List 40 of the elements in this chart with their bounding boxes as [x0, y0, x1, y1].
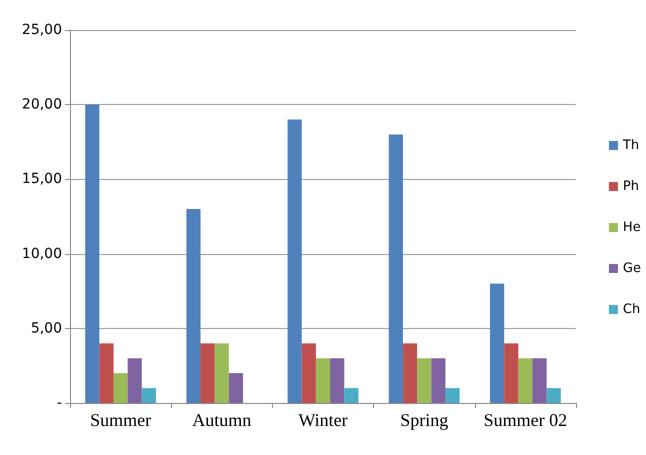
bar: [128, 358, 142, 403]
x-tick-label: Summer: [90, 410, 152, 430]
y-tick-label: 25,00: [22, 22, 62, 38]
x-tick-label: Winter: [298, 410, 348, 430]
bar: [504, 343, 518, 403]
bar: [99, 343, 114, 403]
legend-label: Ph: [622, 179, 640, 194]
bar: [330, 358, 344, 403]
bar: [388, 134, 403, 403]
x-tick-label: Summer 02: [484, 410, 568, 430]
legend-label: Ch: [622, 302, 640, 317]
bar: [142, 388, 156, 403]
bar: [344, 388, 358, 403]
y-tick-label: -: [56, 395, 62, 411]
bar: [214, 343, 229, 403]
bar: [288, 120, 302, 403]
bar: [431, 358, 446, 403]
x-tick-label: Autumn: [192, 410, 252, 430]
bar: [417, 358, 432, 403]
bar: [518, 358, 532, 403]
x-tick-label: Spring: [400, 410, 448, 430]
legend-label: He: [622, 220, 641, 235]
bar: [532, 358, 547, 403]
bar: [546, 388, 561, 403]
bar: [85, 104, 100, 403]
y-tick-label: 5,00: [30, 320, 62, 336]
bar: [445, 388, 460, 403]
bar: [228, 373, 244, 403]
legend-label: Ge: [622, 261, 642, 276]
bar: [186, 209, 201, 403]
bar: [402, 343, 418, 403]
bar: [114, 373, 128, 403]
bar: [316, 358, 330, 403]
bar: [302, 343, 316, 403]
legend-label: Th: [622, 138, 640, 153]
y-tick-label: 15,00: [22, 171, 62, 188]
bar: [200, 343, 215, 403]
y-tick-label: 10,00: [22, 246, 62, 262]
bar: [490, 284, 504, 403]
y-tick-label: 20,00: [22, 96, 62, 113]
